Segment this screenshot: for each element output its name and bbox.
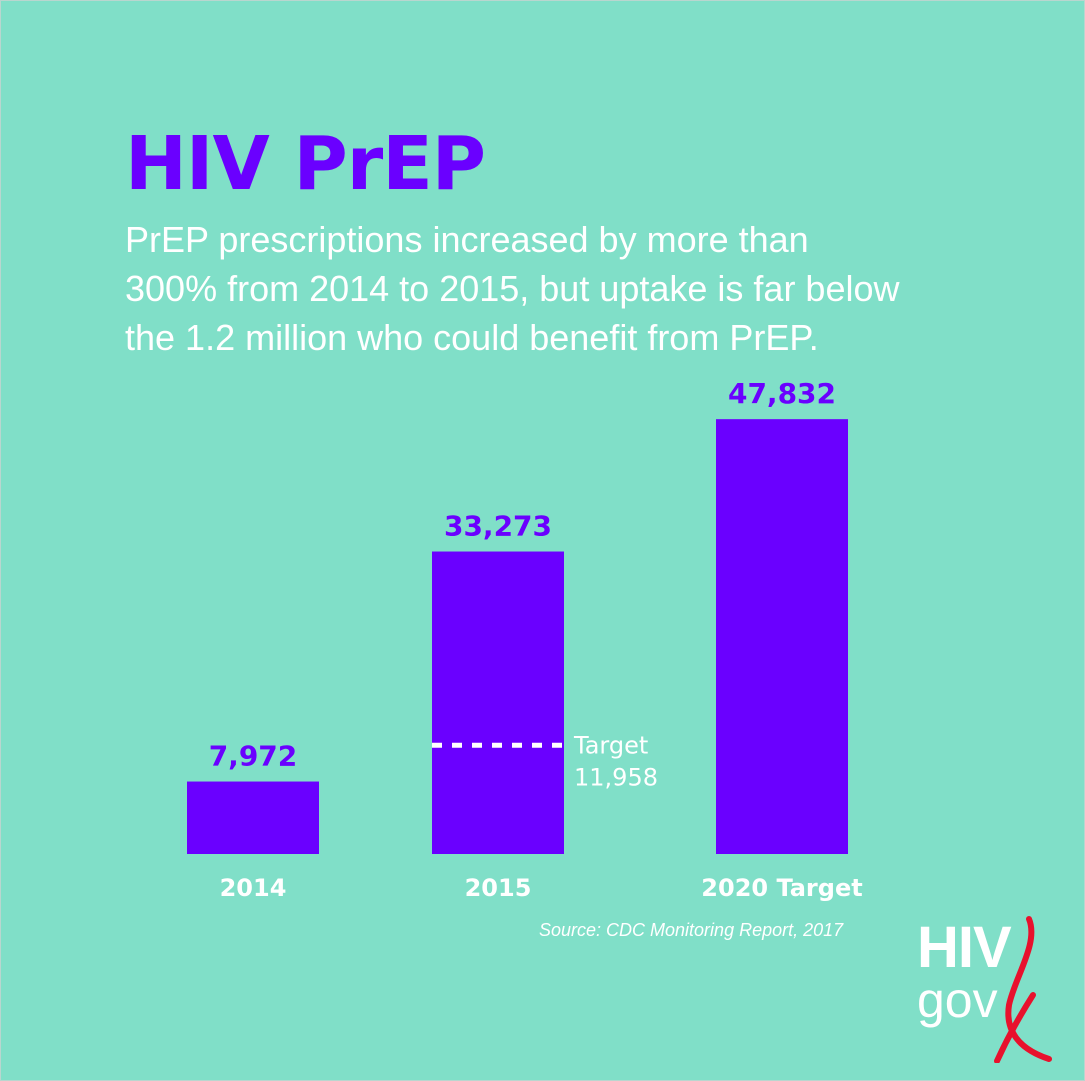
logo-hiv-text: HIV [917, 915, 1012, 980]
target-label-2: 11,958 [574, 763, 658, 791]
logo-gov-text: gov [917, 972, 998, 1028]
bar-2020-target [716, 419, 848, 854]
value-label: 47,832 [728, 377, 836, 410]
value-label: 7,972 [209, 740, 298, 773]
bar-2014 [187, 781, 319, 854]
hivgov-logo: HIV gov [911, 913, 1061, 1063]
category-label: 2020 Target [701, 874, 862, 902]
subtitle: PrEP prescriptions increased by more tha… [125, 215, 1025, 362]
value-label: 33,273 [444, 510, 552, 543]
category-label: 2015 [465, 874, 532, 902]
target-label-1: Target [573, 731, 648, 759]
subtitle-line-2: 300% from 2014 to 2015, but uptake is fa… [125, 268, 900, 309]
page-title: HIV PrEP [125, 121, 486, 207]
red-ribbon-icon [994, 916, 1052, 1063]
category-label: 2014 [220, 874, 287, 902]
source-note: Source: CDC Monitoring Report, 2017 [539, 920, 844, 940]
bar-2015 [432, 551, 564, 854]
subtitle-line-3: the 1.2 million who could benefit from P… [125, 317, 819, 358]
subtitle-line-1: PrEP prescriptions increased by more tha… [125, 219, 809, 260]
